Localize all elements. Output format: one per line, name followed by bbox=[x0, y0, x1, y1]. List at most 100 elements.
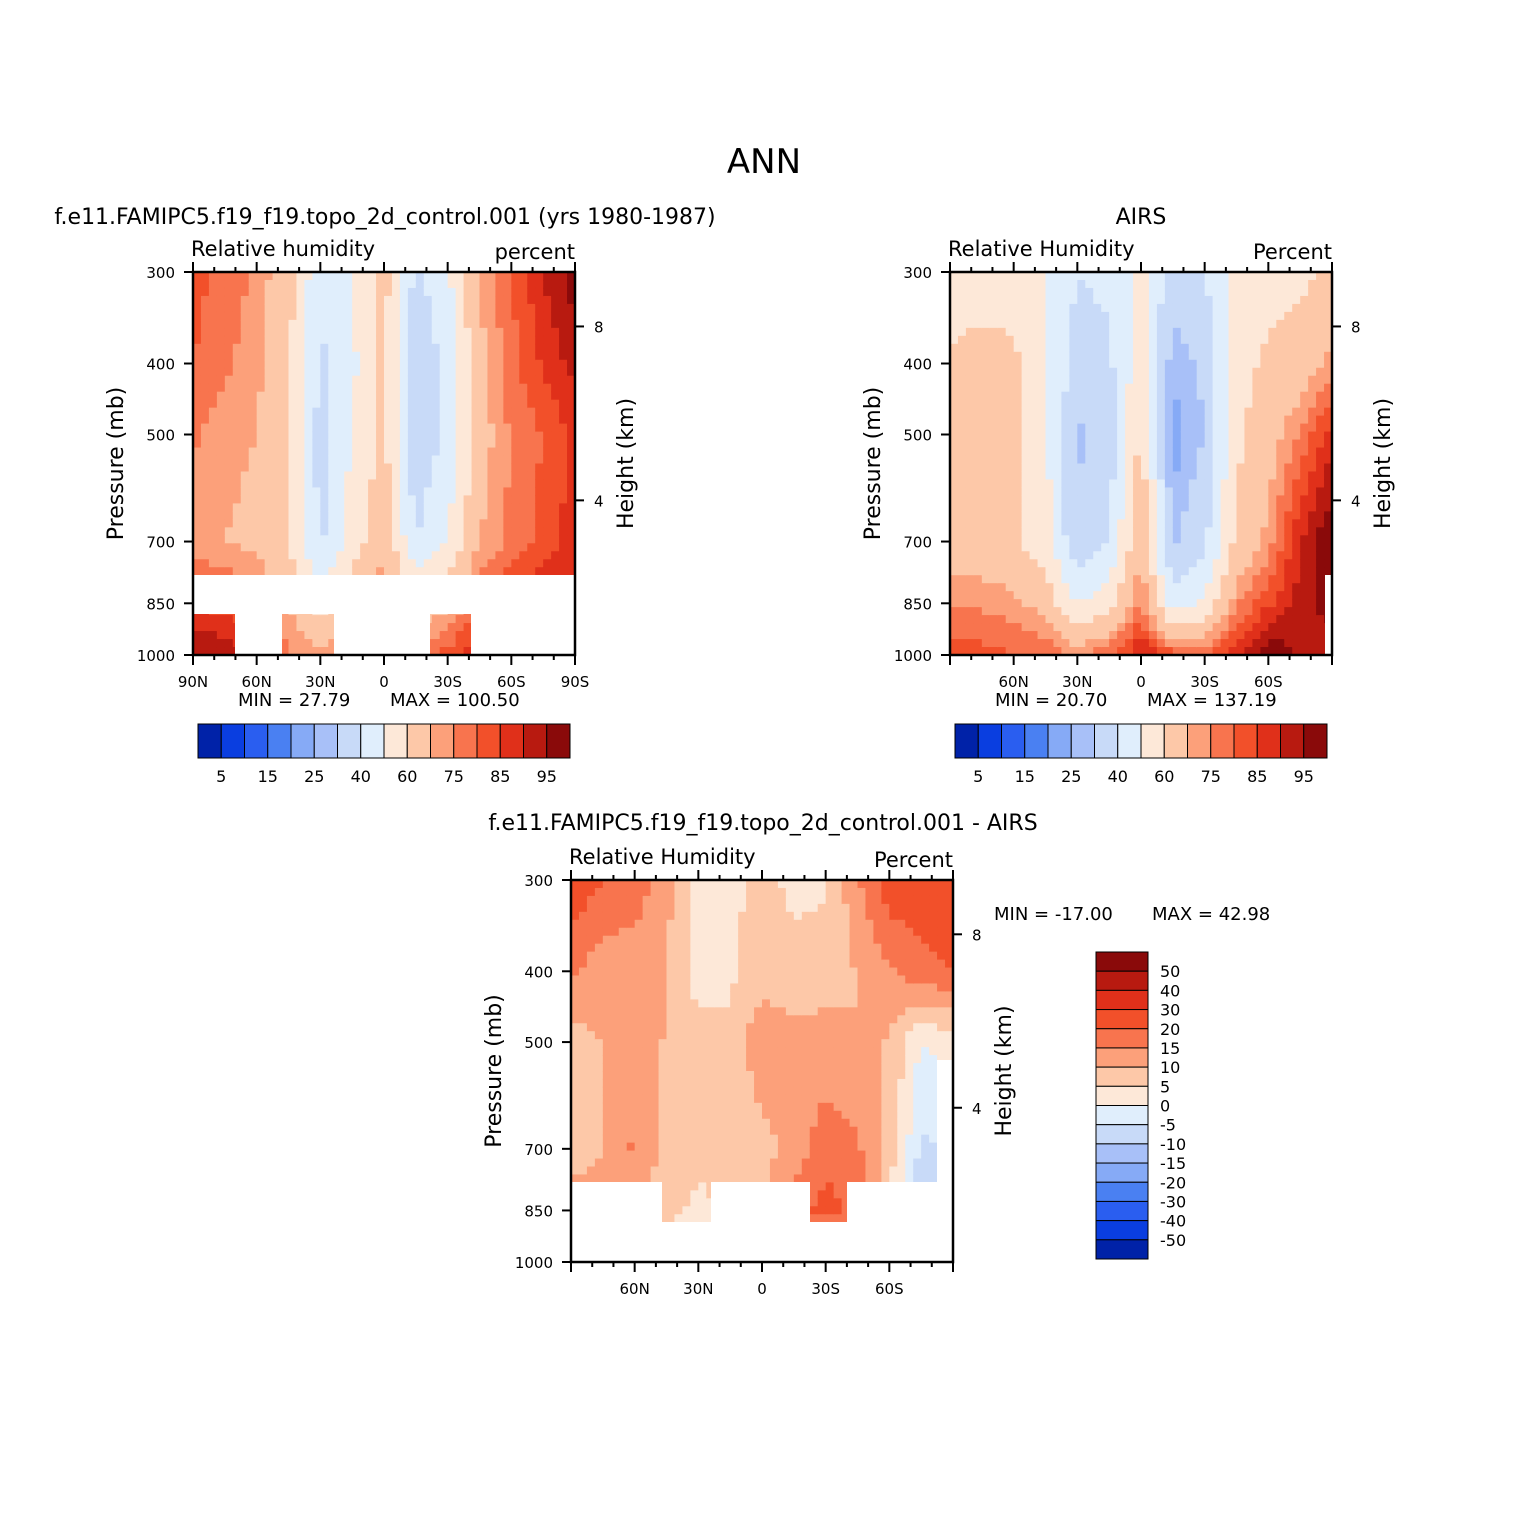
contour-cell bbox=[1300, 295, 1309, 305]
contour-cell bbox=[224, 375, 234, 385]
contour-cell bbox=[1316, 615, 1325, 624]
contour-cell bbox=[1013, 639, 1023, 648]
contour-cell bbox=[439, 391, 449, 401]
contour-cell bbox=[1125, 575, 1134, 584]
contour-cell bbox=[1300, 327, 1309, 337]
contour-cell bbox=[1180, 543, 1190, 552]
contour-cell bbox=[399, 487, 409, 497]
contour-cell bbox=[1308, 295, 1317, 305]
contour-cell bbox=[1268, 359, 1277, 369]
contour-cell bbox=[407, 559, 417, 568]
contour-cell bbox=[1069, 272, 1078, 281]
contour-cell bbox=[578, 1078, 588, 1088]
contour-cell bbox=[535, 319, 544, 329]
contour-cell bbox=[1069, 519, 1078, 528]
contour-cell bbox=[1300, 463, 1309, 473]
contour-cell bbox=[200, 639, 210, 648]
contour-cell bbox=[1093, 479, 1102, 489]
contour-cell bbox=[1308, 359, 1317, 369]
contour-cell bbox=[1069, 407, 1078, 417]
contour-cell bbox=[471, 351, 481, 361]
contour-cell bbox=[567, 559, 576, 568]
contour-cell bbox=[1093, 527, 1102, 536]
contour-cell bbox=[455, 279, 465, 289]
contour-cell bbox=[463, 423, 473, 433]
contour-cell bbox=[1204, 407, 1214, 417]
contour-cell bbox=[586, 1126, 596, 1136]
contour-cell bbox=[1061, 439, 1070, 449]
contour-cell bbox=[1053, 543, 1063, 552]
contour-cell bbox=[1236, 519, 1246, 528]
contour-cell bbox=[1045, 535, 1055, 544]
contour-cell bbox=[328, 631, 337, 640]
contour-cell bbox=[1069, 279, 1078, 289]
contour-cell bbox=[1316, 647, 1325, 656]
contour-cell bbox=[981, 551, 991, 560]
contour-cell bbox=[543, 319, 552, 329]
contour-cell bbox=[1268, 543, 1277, 552]
contour-cell bbox=[1268, 519, 1277, 528]
contour-cell bbox=[1109, 639, 1118, 648]
contour-cell bbox=[1300, 399, 1309, 409]
contour-cell bbox=[1180, 423, 1190, 433]
contour-cell bbox=[280, 519, 290, 528]
contour-cell bbox=[586, 895, 596, 905]
contour-cell bbox=[1164, 351, 1174, 361]
contour-cell bbox=[989, 583, 999, 592]
contour-cell bbox=[1268, 623, 1277, 632]
contour-cell bbox=[965, 431, 975, 441]
contour-cell bbox=[224, 431, 234, 441]
contour-cell bbox=[997, 519, 1007, 528]
contour-cell bbox=[344, 303, 353, 313]
contour-cell bbox=[1212, 567, 1222, 576]
contour-cell bbox=[415, 551, 425, 560]
contour-cell bbox=[240, 487, 250, 497]
contour-cell bbox=[487, 455, 497, 465]
panels: f.e11.FAMIPC5.f19_f19.topo_2d_control.00… bbox=[54, 205, 1396, 1298]
contour-cell bbox=[1085, 391, 1094, 401]
contour-cell bbox=[224, 343, 234, 353]
contour-cell bbox=[455, 471, 465, 481]
contour-cell bbox=[1093, 303, 1102, 313]
contour-cell bbox=[399, 503, 409, 512]
contour-cell bbox=[1045, 615, 1055, 624]
contour-cell bbox=[495, 439, 504, 449]
contour-cell bbox=[1324, 479, 1333, 489]
contour-cell bbox=[950, 599, 959, 608]
contour-cell bbox=[208, 487, 218, 497]
contour-cell bbox=[1021, 287, 1031, 297]
contour-cell bbox=[216, 495, 226, 504]
contour-cell bbox=[304, 415, 313, 425]
contour-cell bbox=[376, 367, 385, 377]
contour-cell bbox=[288, 407, 298, 417]
contour-cell bbox=[1180, 527, 1190, 536]
contour-cell bbox=[950, 311, 959, 321]
contour-cell bbox=[368, 351, 377, 361]
contour-cell bbox=[344, 407, 353, 417]
contour-cell bbox=[965, 383, 975, 393]
contour-cell bbox=[567, 479, 576, 489]
contour-cell bbox=[368, 439, 377, 449]
contour-cell bbox=[519, 359, 528, 369]
contour-cell bbox=[1196, 423, 1206, 433]
contour-cell bbox=[1292, 647, 1301, 656]
max-value: MAX = 100.50 bbox=[390, 690, 520, 711]
contour-cell bbox=[973, 615, 983, 624]
contour-cell bbox=[1204, 279, 1214, 289]
contour-cell bbox=[1037, 407, 1047, 417]
contour-cell bbox=[224, 295, 234, 305]
contour-cell bbox=[1141, 407, 1150, 417]
contour-cell bbox=[447, 423, 457, 433]
contour-cell bbox=[1164, 495, 1174, 504]
contour-cell bbox=[423, 303, 433, 313]
contour-cell bbox=[288, 351, 298, 361]
contour-cell bbox=[376, 535, 385, 544]
contour-cell bbox=[1228, 639, 1238, 648]
contour-cell bbox=[320, 391, 329, 401]
contour-cell bbox=[527, 487, 536, 497]
contour-cell bbox=[304, 615, 313, 624]
contour-cell bbox=[304, 399, 313, 409]
contour-cell bbox=[535, 311, 544, 321]
contour-cell bbox=[200, 495, 210, 504]
contour-cell bbox=[376, 487, 385, 497]
